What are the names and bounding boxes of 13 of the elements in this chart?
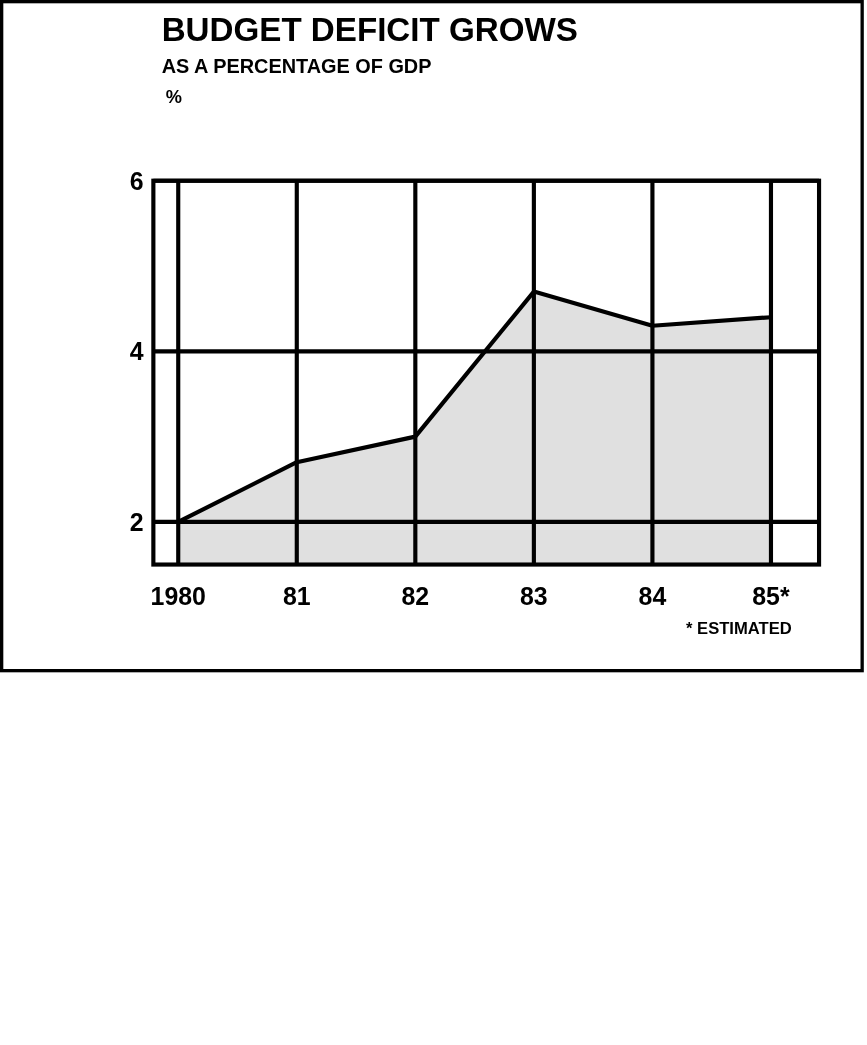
chart-subtitle: AS A PERCENTAGE OF GDP (161, 54, 432, 77)
text: * ESTIMATED (686, 619, 792, 639)
y-tick-label: 2 (129, 507, 144, 536)
chart-title: BUDGET DEFICIT GROWS (161, 11, 578, 49)
x-tick-label: 1980 (150, 582, 206, 611)
x-tick-label: 81 (282, 582, 311, 611)
x-tick-label: 82 (401, 582, 430, 611)
y-tick-label: 4 (129, 337, 144, 366)
x-tick-label: 83 (520, 582, 548, 611)
x-tick-label: 85* (752, 582, 790, 611)
x-tick-label: 84 (638, 582, 667, 611)
y-axis-title: % (165, 85, 182, 107)
y-tick-label: 6 (129, 166, 144, 195)
